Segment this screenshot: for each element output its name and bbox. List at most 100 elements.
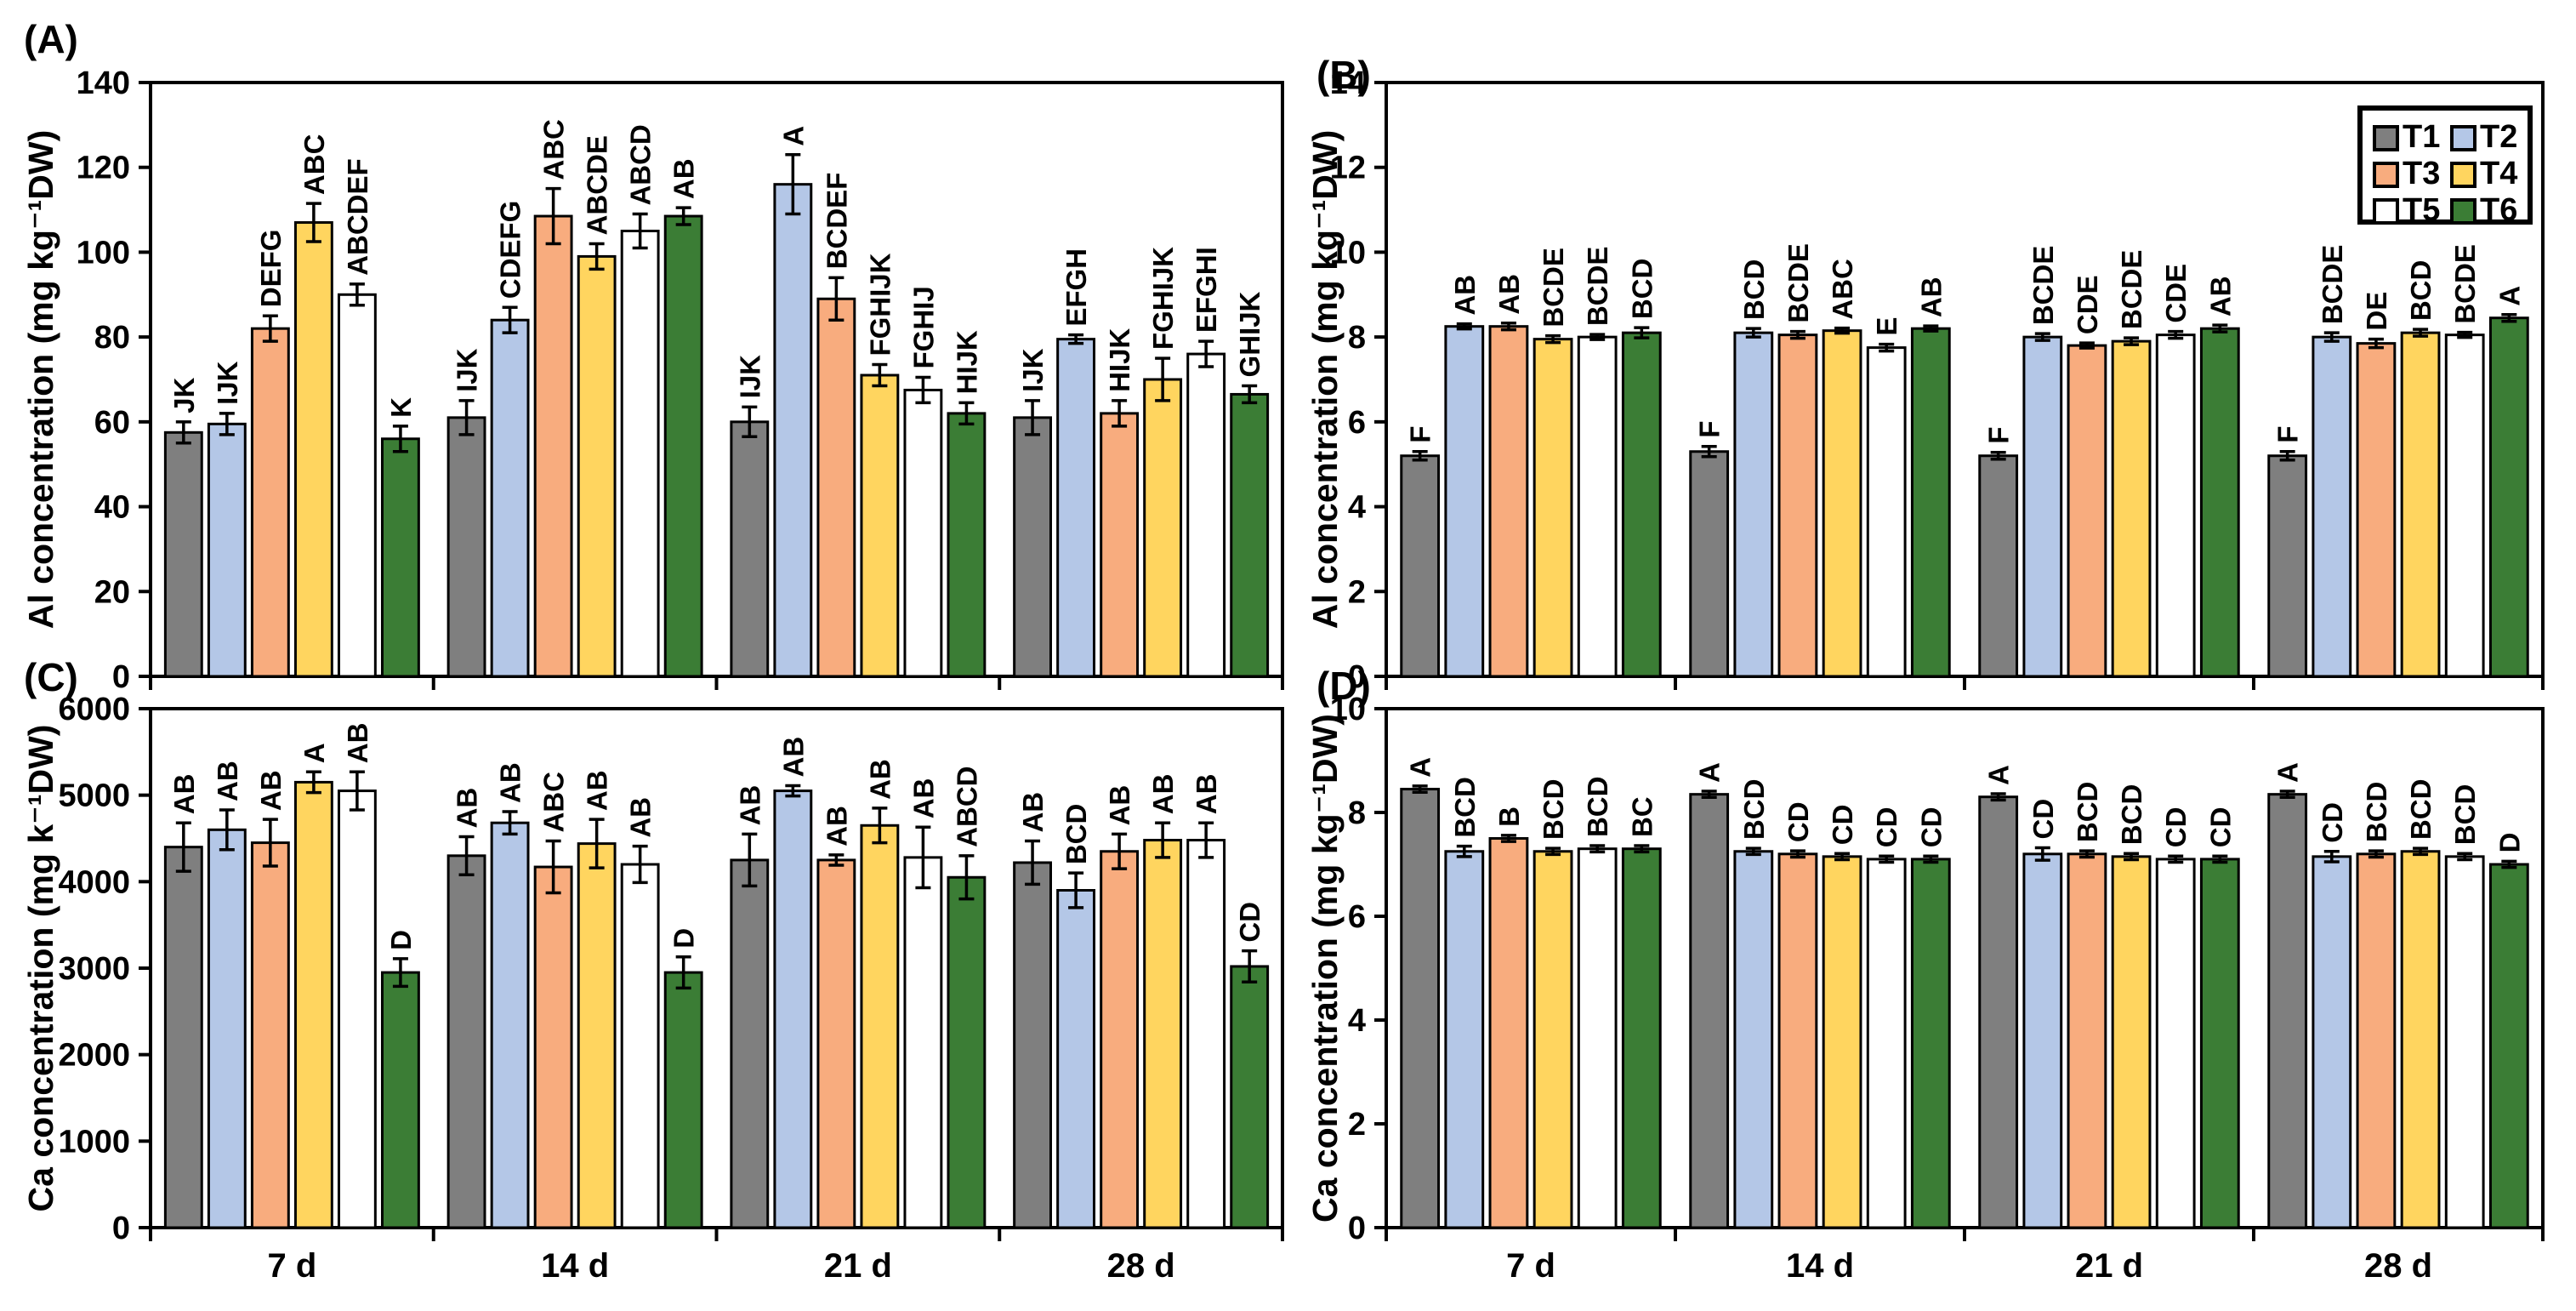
sig-letter: AB xyxy=(1915,277,1947,318)
bar-t4-21d xyxy=(2111,855,2152,1229)
sig-letter: FGHIJK xyxy=(1147,247,1179,350)
sig-letter: GHIJK xyxy=(1234,291,1265,377)
bar-t3-21d xyxy=(2067,344,2107,678)
y-tick-label: 4 xyxy=(1348,490,1366,526)
legend-swatch-t1 xyxy=(2373,125,2399,151)
legend-label-t5: T5 xyxy=(2403,192,2440,228)
y-tick-label: 6 xyxy=(1348,405,1366,441)
bar-t5-14d xyxy=(620,230,660,678)
sig-letter: CD xyxy=(2317,802,2348,843)
bar-t4-28d xyxy=(2400,850,2441,1229)
legend-label-t2: T2 xyxy=(2480,119,2517,155)
bar-t5-28d xyxy=(2444,855,2485,1229)
sig-letter: A xyxy=(2272,762,2304,783)
bar-t2-14d xyxy=(1733,850,1774,1229)
sig-letter: F xyxy=(1983,427,2015,444)
sig-letter: CD xyxy=(2204,807,2236,848)
sig-letter: BCDE xyxy=(2116,250,2147,330)
bar-t5-28d xyxy=(1186,352,1226,678)
bar-t6-21d xyxy=(2199,858,2240,1229)
bar-t2-21d xyxy=(2022,335,2063,678)
bar-t5-28d xyxy=(2444,333,2485,678)
bar-t1-14d xyxy=(1689,793,1730,1229)
y-tick-label: 12 xyxy=(1330,151,1366,186)
y-tick-label: 6 xyxy=(1348,899,1366,935)
legend-swatch-t2 xyxy=(2450,125,2476,151)
legend-swatch-t6 xyxy=(2450,198,2476,225)
sig-letter: BCD xyxy=(1582,777,1613,838)
sig-letter: DEFG xyxy=(255,230,287,308)
sig-letter: IJK xyxy=(734,355,765,399)
bar-t5-14d xyxy=(1866,346,1907,678)
y-axis-title: Al concentration (mg kg⁻¹DW) xyxy=(21,130,60,630)
y-tick-label: 6000 xyxy=(58,692,130,727)
legend-label-t1: T1 xyxy=(2403,119,2440,155)
sig-letter: BCD xyxy=(1738,779,1770,841)
bar-t4-21d xyxy=(2111,339,2152,678)
sig-letter: ABC xyxy=(538,119,570,180)
bar-t6-21d xyxy=(947,412,987,678)
sig-letter: CDE xyxy=(2072,275,2103,334)
sig-letter: JK xyxy=(168,378,200,413)
sig-letter: FGHIJK xyxy=(864,253,896,356)
panel-tag: (A) xyxy=(24,17,78,61)
sig-letter: IJK xyxy=(1017,348,1049,392)
sig-letter: ABC xyxy=(1827,259,1858,320)
legend-label-t4: T4 xyxy=(2480,156,2517,191)
sig-letter: AB xyxy=(1493,274,1525,315)
bar-t5-7d xyxy=(337,789,377,1229)
sig-letter: K xyxy=(385,397,417,418)
bar-t2-14d xyxy=(1733,331,1774,678)
legend-label-t6: T6 xyxy=(2480,192,2517,228)
sig-letter: ABCDEF xyxy=(342,158,373,276)
sig-letter: AB xyxy=(821,806,852,846)
bar-t6-21d xyxy=(2199,327,2240,678)
bar-t3-28d xyxy=(2356,852,2397,1229)
bar-t2-28d xyxy=(2312,855,2352,1229)
y-tick-label: 10 xyxy=(1330,235,1366,271)
sig-letter: CD xyxy=(1915,807,1947,848)
sig-letter: A xyxy=(1405,757,1436,778)
bar-t2-28d xyxy=(2312,335,2352,678)
sig-letter: HIJK xyxy=(951,330,982,394)
sig-letter: BCD xyxy=(2405,779,2437,841)
y-axis-title: Al concentration (mg kg⁻¹DW) xyxy=(1305,130,1345,630)
sig-letter: AB xyxy=(1147,774,1179,815)
y-tick-label: 4000 xyxy=(58,864,130,900)
bar-t3-7d xyxy=(1488,325,1529,678)
bar-t4-7d xyxy=(293,780,333,1229)
y-tick-label: 0 xyxy=(112,659,130,695)
sig-letter: F xyxy=(1405,426,1436,443)
sig-letter: AB xyxy=(1449,275,1481,316)
sig-letter: AB xyxy=(1017,792,1049,833)
bar-t1-21d xyxy=(1978,454,2019,678)
bar-t6-14d xyxy=(663,971,703,1229)
bar-t6-21d xyxy=(947,875,987,1229)
sig-letter: AB xyxy=(734,785,765,826)
bar-t1-28d xyxy=(1013,861,1052,1229)
sig-letter: AB xyxy=(2204,276,2236,317)
bar-t2-14d xyxy=(490,821,530,1229)
bar-t3-21d xyxy=(2067,852,2107,1229)
sig-letter: CDEFG xyxy=(495,201,526,299)
sig-letter: DE xyxy=(2361,292,2392,331)
sig-letter: AB xyxy=(342,723,373,764)
sig-letter: AB xyxy=(668,158,700,199)
sig-letter: BCDEF xyxy=(821,173,852,270)
sig-letter: CD xyxy=(2027,799,2059,840)
sig-letter: IJK xyxy=(452,348,483,392)
sig-letter: BCD xyxy=(1738,259,1770,321)
y-tick-label: 20 xyxy=(94,574,130,610)
y-tick-label: 120 xyxy=(77,151,130,186)
sig-letter: A xyxy=(777,126,809,146)
sig-letter: ABC xyxy=(299,134,330,196)
legend-swatch-t3 xyxy=(2373,162,2399,188)
bar-t1-21d xyxy=(730,420,770,678)
bar-t4-14d xyxy=(577,842,617,1229)
sig-letter: A xyxy=(1983,765,2015,785)
x-group-label: 21 d xyxy=(2075,1247,2143,1285)
bar-t4-21d xyxy=(860,373,900,678)
sig-letter: AB xyxy=(212,761,243,801)
y-tick-label: 5000 xyxy=(58,778,130,814)
bar-t5-28d xyxy=(1186,839,1226,1229)
